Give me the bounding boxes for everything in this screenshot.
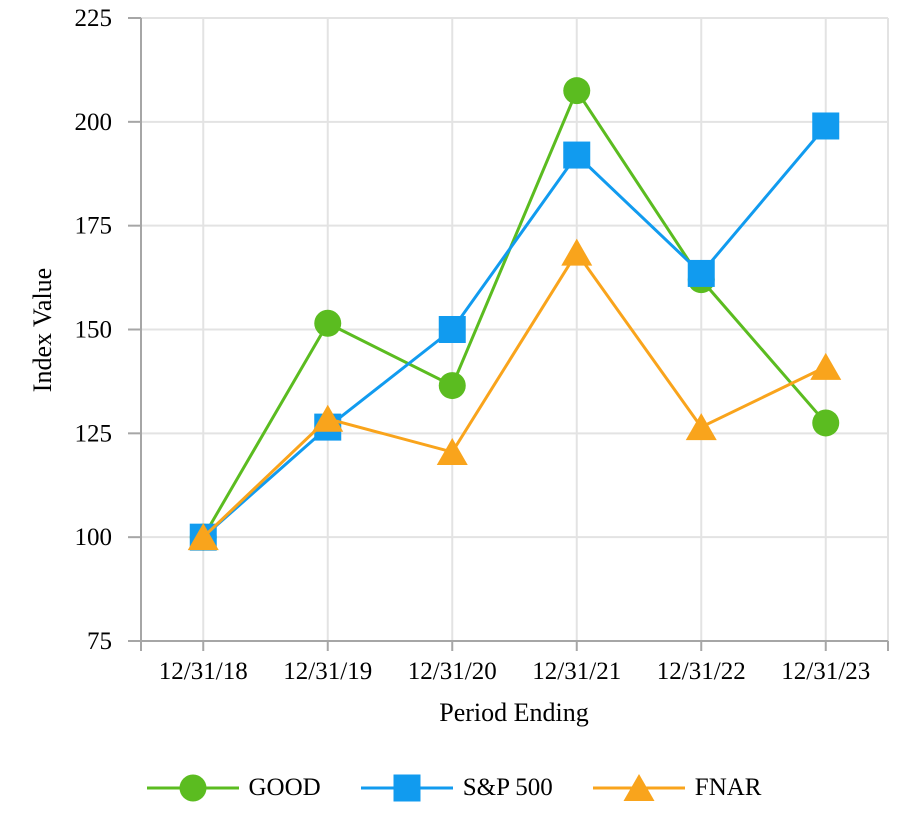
series-good — [189, 77, 840, 551]
x-tick-labels: 12/31/18 12/31/19 12/31/20 12/31/21 12/31/22… — [159, 658, 870, 685]
marker-good-1 — [314, 309, 342, 337]
marker-fnar-5 — [810, 352, 842, 380]
legend-item-fnar: FNAR — [592, 772, 762, 804]
marker-fnar-4 — [685, 413, 717, 441]
x-tick-label: 12/31/18 — [159, 658, 248, 685]
marker-fnar-0 — [187, 523, 219, 551]
legend-marker-good — [179, 774, 206, 802]
y-tick-label: 125 — [75, 420, 113, 447]
marker-s-p-500-5 — [812, 112, 840, 140]
legend-item-s-p-500: S&P 500 — [360, 772, 553, 804]
legend-marker-s-p-500 — [393, 774, 421, 802]
y-tick-label: 100 — [75, 524, 113, 551]
axes — [128, 17, 889, 651]
good-circle-marker-icon — [146, 774, 239, 802]
x-tick-label: 12/31/20 — [408, 658, 497, 685]
legend: GOOD S&P 500 FNAR — [0, 772, 908, 804]
legend-label: FNAR — [694, 774, 762, 801]
y-tick-label: 200 — [75, 109, 113, 136]
legend-item-good: GOOD — [146, 772, 321, 804]
marker-fnar-1 — [312, 404, 344, 432]
x-tick-label: 12/31/19 — [283, 658, 372, 685]
marker-fnar-2 — [436, 438, 468, 466]
marker-s-p-500-4 — [687, 259, 715, 287]
s-p-500-square-marker-icon — [360, 774, 453, 802]
marker-s-p-500-3 — [563, 141, 591, 169]
fnar-triangle-marker-icon — [592, 774, 685, 801]
legend-label: GOOD — [248, 774, 321, 801]
x-tick-label: 12/31/23 — [781, 658, 870, 685]
marker-s-p-500-2 — [438, 316, 466, 343]
legend-label: S&P 500 — [462, 774, 553, 801]
x-tick-label: 12/31/21 — [532, 658, 621, 685]
y-axis-title: Index Value — [28, 267, 57, 393]
x-tick-label: 12/31/22 — [657, 658, 746, 685]
marker-good-2 — [438, 372, 466, 400]
y-tick-label: 150 — [75, 317, 113, 344]
y-tick-label: 75 — [87, 628, 112, 655]
marker-good-3 — [563, 77, 591, 105]
y-tick-labels: 75 100 125 150 175 200 225 — [75, 5, 113, 655]
x-axis-title: Period Ending — [439, 698, 589, 727]
marker-fnar-3 — [561, 238, 593, 266]
gridlines — [141, 17, 889, 642]
y-tick-label: 175 — [75, 213, 113, 240]
marker-good-5 — [812, 409, 840, 437]
legend-marker-fnar — [623, 774, 655, 801]
y-tick-label: 225 — [75, 5, 113, 32]
series-fnar — [187, 238, 842, 551]
series-s-p-500 — [189, 112, 840, 551]
